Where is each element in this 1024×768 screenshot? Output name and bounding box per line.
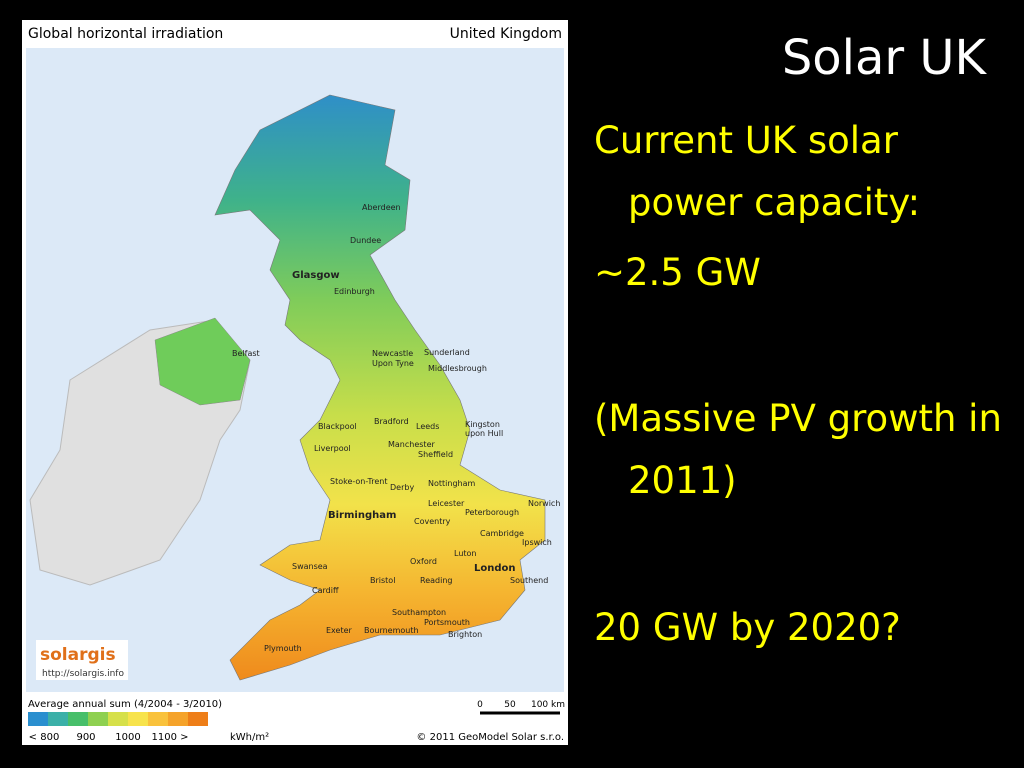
city-label: Plymouth: [264, 644, 302, 653]
city-label: Cambridge: [480, 529, 524, 538]
city-label: Derby: [390, 483, 414, 492]
city-label: Sheffield: [418, 450, 453, 459]
city-label: Sunderland: [424, 348, 470, 357]
legend-label: < 800: [29, 732, 60, 743]
scale-label: 100 km: [531, 700, 565, 710]
city-label: Peterborough: [465, 508, 519, 517]
city-label: Middlesbrough: [428, 364, 487, 373]
city-label: Edinburgh: [334, 287, 375, 296]
city-label: Manchester: [388, 440, 435, 449]
map-header: Global horizontal irradiation: [28, 26, 223, 42]
city-label: Exeter: [326, 626, 353, 635]
city-label: Bradford: [374, 417, 409, 426]
city-label: Leeds: [416, 422, 439, 431]
city-label: Kingston: [465, 420, 500, 429]
legend-swatch: [108, 712, 128, 726]
bullet: Current UK solar power capacity:: [594, 119, 921, 224]
city-label: Ipswich: [522, 538, 552, 547]
legend-swatch: [128, 712, 148, 726]
city-label: Luton: [454, 549, 477, 558]
city-label: Stoke-on-Trent: [330, 477, 387, 486]
city-label: Aberdeen: [362, 203, 401, 212]
scale-label: 50: [504, 700, 516, 710]
city-label: upon Hull: [465, 429, 503, 438]
city-label: Bristol: [370, 576, 395, 585]
logo: solargis: [40, 645, 116, 665]
legend-label: 900: [76, 732, 95, 743]
city-label: Blackpool: [318, 422, 357, 431]
city-label: Coventry: [414, 517, 451, 526]
bullet: (Massive PV growth in 2011): [594, 397, 1002, 502]
city-label: Nottingham: [428, 479, 475, 488]
legend-unit: kWh/m²: [230, 732, 269, 743]
slide-title: Solar UK: [781, 30, 986, 86]
bullet: 20 GW by 2020?: [594, 606, 901, 649]
city-label: Dundee: [350, 236, 381, 245]
legend-swatch: [168, 712, 188, 726]
city-label: Brighton: [448, 630, 482, 639]
city-label: Belfast: [232, 349, 260, 358]
legend-swatch: [48, 712, 68, 726]
city-label: Newcastle: [372, 349, 413, 358]
city-label: Oxford: [410, 557, 437, 566]
legend-swatch: [28, 712, 48, 726]
legend-label: 1000: [115, 732, 140, 743]
legend-title: Average annual sum (4/2004 - 3/2010): [28, 699, 222, 710]
great-britain: [214, 94, 546, 681]
northern-ireland: [154, 317, 251, 406]
legend-swatch: [148, 712, 168, 726]
city-label: Birmingham: [328, 510, 396, 521]
legend-label: 1100 >: [151, 732, 188, 743]
city-label: Norwich: [528, 499, 560, 508]
city-label: Bournemouth: [364, 626, 419, 635]
logo-box: [36, 640, 128, 680]
legend-swatch: [68, 712, 88, 726]
scale-label: 0: [477, 700, 483, 710]
city-label: Swansea: [292, 562, 328, 571]
logo-url: http://solargis.info: [42, 669, 124, 679]
city-label: Portsmouth: [424, 618, 470, 627]
map-header: United Kingdom: [450, 26, 562, 42]
city-label: Southampton: [392, 608, 446, 617]
city-label: Upon Tyne: [372, 359, 414, 368]
city-label: London: [474, 563, 516, 574]
map-figure: Global horizontal irradiation United Kin…: [22, 20, 568, 745]
city-label: Southend: [510, 576, 548, 585]
city-label: Reading: [420, 576, 452, 585]
copyright: © 2011 GeoModel Solar s.r.o.: [416, 732, 564, 743]
city-label: Cardiff: [312, 586, 339, 595]
city-label: Liverpool: [314, 444, 351, 453]
city-label: Glasgow: [292, 270, 340, 281]
bullet: ~2.5 GW: [594, 251, 761, 294]
legend-swatch: [88, 712, 108, 726]
city-label: Leicester: [428, 499, 465, 508]
legend-swatch: [188, 712, 208, 726]
